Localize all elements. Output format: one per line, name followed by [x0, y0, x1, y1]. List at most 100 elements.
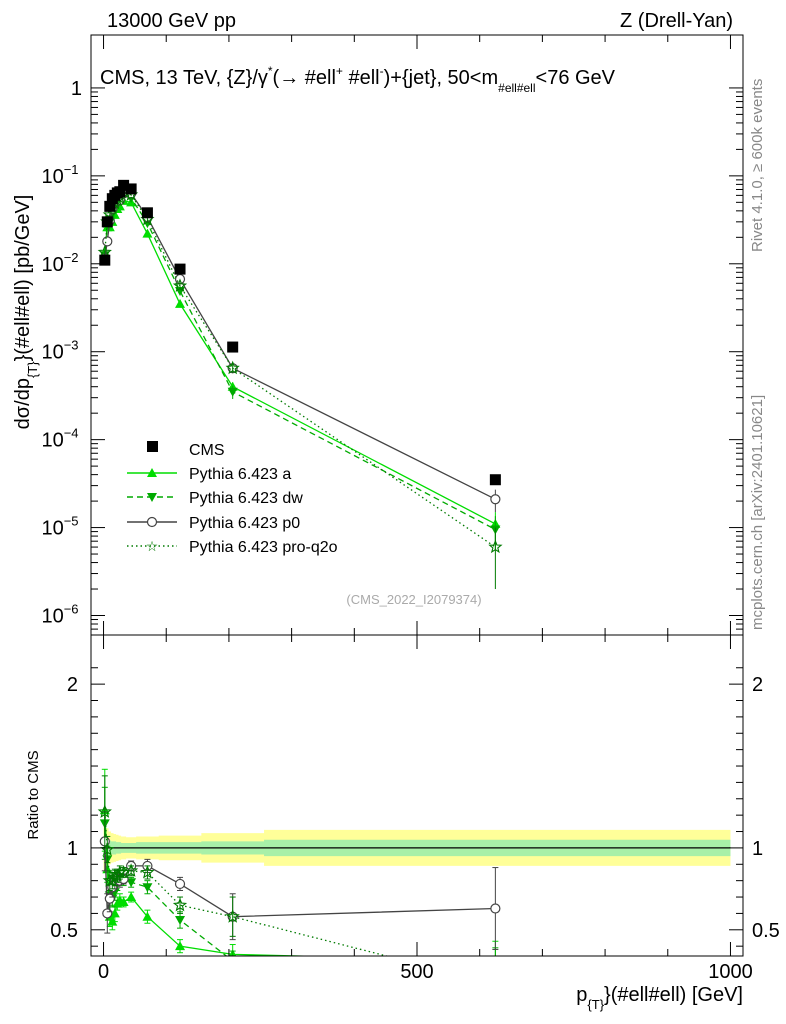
ratio-y-axis-title: Ratio to CMS: [25, 750, 42, 839]
ratio-panel: 0.5 0.5 1 1 2 2 0 500 1000 Ratio to CMS p{T}}(#e…: [25, 634, 780, 1012]
xlabel-tail: }(#ell#ell) [GeV]: [604, 984, 743, 1006]
data-point-dw: [227, 387, 238, 397]
data-point-cms: [141, 207, 153, 219]
title-sub: #ell#ell: [498, 81, 535, 95]
legend-pro-label: Pythia 6.423 pro-q2o: [189, 539, 338, 556]
ratio-y-tick-label-right: 0.5: [752, 920, 780, 942]
ratio-y-tick-label-left: 2: [67, 674, 78, 696]
data-point-p0: [102, 236, 113, 247]
ratio-point-pro: [123, 863, 139, 877]
ratio-axis-ticks: 0.5 0.5 1 1 2 2 0 500 1000: [50, 635, 780, 983]
y-tick-exponent: −1: [64, 162, 79, 177]
y-tick-base: 10: [41, 166, 63, 188]
ratio-y-tick-label-right: 1: [752, 838, 763, 860]
data-point-cms: [227, 341, 239, 353]
ylabel-sub: {T}: [25, 361, 40, 378]
ratio-point-p0: [174, 878, 186, 890]
title-plus: +: [336, 64, 343, 78]
series-line-p0: [104, 192, 496, 500]
ratio-point-pro: [112, 865, 127, 879]
legend-cms-label: CMS: [189, 442, 225, 459]
title-mid: (→ #ell: [273, 67, 336, 89]
data-point-pro: [225, 360, 240, 375]
ratio-point-a: [126, 892, 137, 902]
data-point-pro: [488, 539, 503, 554]
y-tick-base: 1: [71, 78, 82, 100]
title-gamma: γ: [258, 67, 268, 89]
ratio-y-tick-label-right: 2: [752, 674, 763, 696]
x-tick-label: 0: [98, 961, 109, 983]
ratio-curves: [97, 768, 501, 989]
y-tick-base: 10: [41, 254, 63, 276]
y-tick-label: 10−5: [41, 514, 78, 540]
title-mid2: #ell: [343, 67, 380, 89]
data-point-cms: [114, 186, 126, 198]
mcplots-label: mcplots.cern.ch [arXiv:2401.10621]: [749, 395, 766, 630]
x-tick-label: 1000: [708, 961, 753, 983]
legend-dw-marker: [147, 493, 157, 502]
y-tick-exponent: −4: [64, 426, 79, 441]
ratio-point-a: [495, 955, 496, 956]
ratio-point-pro: [97, 804, 112, 818]
xlabel-lead: p: [576, 984, 587, 1006]
ratio-point-dw: [228, 957, 238, 966]
y-tick-exponent: −6: [64, 601, 79, 616]
title-star: *: [268, 64, 273, 78]
legend-pro-marker: ☆: [146, 538, 159, 554]
ratio-point-a: [142, 911, 153, 921]
ratio-point-p0: [104, 893, 115, 904]
ratio-point-a: [109, 908, 120, 918]
y-tick-exponent: −5: [64, 514, 79, 529]
legend-p0-label: Pythia 6.423 p0: [189, 515, 300, 532]
ratio-point-pro: [110, 868, 125, 882]
ylabel-lead: dσ/dp: [12, 378, 34, 429]
y-tick-label: 10−6: [41, 601, 78, 627]
data-point-cms: [104, 200, 116, 212]
title-minus: -: [380, 64, 384, 78]
ratio-y-tick-label-left: 1: [67, 838, 78, 860]
data-point-cms: [118, 179, 130, 191]
data-point-a: [142, 228, 153, 238]
y-tick-base: 10: [41, 430, 63, 452]
data-point-cms: [125, 183, 137, 195]
main-y-axis-title: dσ/dp{T}}(#ell#ell) [pb/GeV]: [12, 195, 40, 430]
legend-cms-marker: [147, 441, 158, 452]
ratio-point-pro: [225, 909, 240, 923]
y-tick-base: 10: [41, 518, 63, 540]
series-line-dw: [104, 193, 496, 531]
ratio-point-pro: [140, 865, 155, 879]
title-end: <76 GeV: [536, 67, 616, 89]
ratio-point-a: [118, 896, 129, 906]
x-tick-label: 500: [400, 961, 433, 983]
data-point-cms: [174, 263, 186, 275]
data-point-cms: [99, 254, 111, 266]
rivet-label: Rivet 4.1.0, ≥ 600k events: [749, 79, 766, 252]
title-lead: CMS, 13 TeV, {Z}/: [100, 67, 258, 89]
y-tick-label: 10−1: [41, 162, 78, 188]
data-point-pro: [172, 278, 188, 293]
ratio-point-pro: [172, 897, 188, 912]
ratio-uncertainty-band: [103, 823, 731, 873]
y-tick-label: 1: [71, 78, 82, 100]
main-axis-ticks: 110−110−210−310−410−510−6: [41, 35, 743, 636]
data-point-p0: [490, 494, 501, 505]
main-data-points: [99, 179, 501, 486]
ratio-frame: [90, 634, 744, 957]
plot-title: CMS, 13 TeV, {Z}/γ*(→ #ell+ #ell-)+{jet}…: [100, 64, 616, 95]
y-tick-label: 10−4: [41, 426, 78, 452]
y-tick-base: 10: [41, 342, 63, 364]
ratio-point-p0: [102, 908, 113, 919]
legend-p0-marker: [146, 516, 158, 528]
y-tick-exponent: −2: [64, 250, 79, 265]
data-point-a: [175, 298, 186, 308]
y-tick-label: 10−3: [41, 338, 78, 364]
energy-label: 13000 GeV pp: [107, 10, 236, 32]
ratio-point-dw: [142, 883, 153, 893]
ratio-point-pro: [490, 978, 501, 989]
ylabel-tail: }(#ell#ell) [pb/GeV]: [12, 195, 34, 362]
series-line-a: [104, 200, 496, 525]
ratio-point-a: [175, 941, 186, 951]
y-tick-label: 10−2: [41, 250, 78, 276]
ratio-point-dw: [126, 878, 137, 888]
ratio-point-dw: [490, 963, 500, 972]
